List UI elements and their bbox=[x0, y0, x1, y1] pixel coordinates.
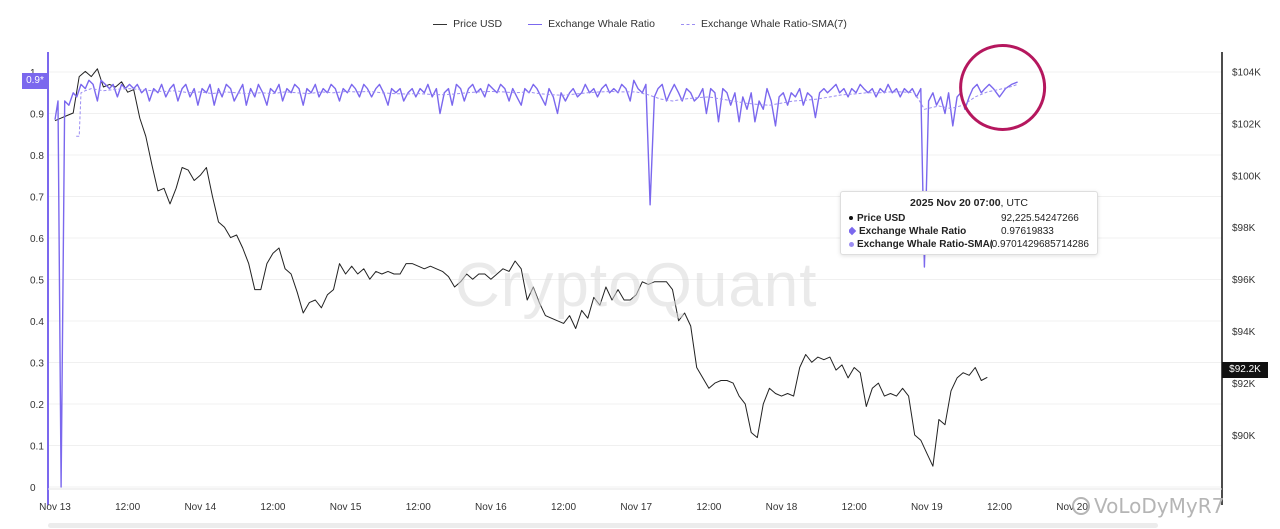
y-left-tick-label: 0 bbox=[30, 483, 36, 494]
tooltip-row-sma: Exchange Whale Ratio-SMA(7) 0.9701429685… bbox=[849, 238, 1089, 251]
x-tick-label: 12:00 bbox=[696, 502, 721, 513]
tooltip: 2025 Nov 20 07:00, UTC Price USD 92,225.… bbox=[840, 191, 1098, 255]
y-right-tick-label: $90K bbox=[1232, 431, 1256, 442]
tooltip-header: 2025 Nov 20 07:00, UTC bbox=[849, 197, 1089, 209]
tooltip-row-name: Exchange Whale Ratio bbox=[859, 226, 967, 237]
x-tick-label: Nov 19 bbox=[911, 502, 943, 513]
legend-swatch-sma bbox=[680, 23, 695, 25]
dot-icon bbox=[849, 241, 854, 247]
legend-swatch-ratio bbox=[528, 23, 543, 25]
at-icon bbox=[1072, 497, 1090, 515]
x-tick-label: 12:00 bbox=[260, 502, 285, 513]
tooltip-row-price: Price USD 92,225.54247266 bbox=[849, 212, 1089, 225]
legend-label-ratio: Exchange Whale Ratio bbox=[548, 18, 655, 30]
x-tick-label: Nov 16 bbox=[475, 502, 507, 513]
x-tick-label: Nov 14 bbox=[184, 502, 216, 513]
axes bbox=[47, 52, 1223, 505]
y-right-tick-label: $102K bbox=[1232, 119, 1261, 130]
tooltip-row-value: 92,225.54247266 bbox=[1001, 213, 1079, 224]
annotation-layer bbox=[959, 43, 1047, 131]
legend: Price USD Exchange Whale Ratio Exchange … bbox=[0, 12, 1280, 36]
highlight-circle bbox=[959, 43, 1047, 131]
x-tick-label: 12:00 bbox=[987, 502, 1012, 513]
gridlines bbox=[48, 71, 1222, 488]
tooltip-row-name: Price USD bbox=[857, 213, 906, 224]
right-axis-price-badge: $92.2K bbox=[1222, 362, 1268, 378]
y-right-tick-label: $100K bbox=[1232, 171, 1261, 182]
legend-item-sma[interactable]: Exchange Whale Ratio-SMA(7) bbox=[680, 12, 847, 36]
x-axis-labels: Nov 13 12:00 Nov 14 12:00 Nov 15 12:00 Nov 16 1… bbox=[39, 502, 1088, 513]
left-axis-value-badge: 0.9* bbox=[22, 73, 48, 89]
tooltip-row-name: Exchange Whale Ratio-SMA(7) bbox=[857, 239, 992, 250]
y-left-tick-label: 0.1 bbox=[30, 442, 44, 453]
y-right-tick-label: $96K bbox=[1232, 275, 1256, 286]
x-tick-label: Nov 15 bbox=[330, 502, 362, 513]
y-left-tick-label: 0.9 bbox=[30, 110, 44, 121]
x-tick-label: Nov 18 bbox=[766, 502, 798, 513]
tooltip-row-value: 0.9701429685714286 bbox=[991, 239, 1089, 250]
x-tick-label: Nov 17 bbox=[620, 502, 652, 513]
tooltip-tz: , UTC bbox=[1000, 197, 1028, 209]
y-right-tick-label: $98K bbox=[1232, 223, 1256, 234]
series-ratio-line bbox=[54, 79, 1018, 488]
diamond-icon bbox=[849, 227, 857, 236]
series-price-line bbox=[54, 68, 988, 467]
tooltip-date: 2025 Nov 20 07:00 bbox=[910, 197, 1001, 209]
legend-item-price[interactable]: Price USD bbox=[433, 12, 502, 36]
legend-item-ratio[interactable]: Exchange Whale Ratio bbox=[528, 12, 655, 36]
legend-label-price: Price USD bbox=[453, 18, 503, 30]
author-watermark: VoLoDyMyR7 bbox=[1072, 494, 1224, 518]
y-axis-left-labels: 00.10.20.30.40.50.60.70.80.91 bbox=[30, 68, 44, 494]
watermark: CryptoQuant bbox=[455, 251, 818, 320]
y-right-tick-label: $104K bbox=[1232, 67, 1261, 78]
x-tick-label: 12:00 bbox=[842, 502, 867, 513]
y-left-tick-label: 0.7 bbox=[30, 193, 44, 204]
y-right-tick-label: $94K bbox=[1232, 327, 1256, 338]
x-tick-label: 12:00 bbox=[551, 502, 576, 513]
x-tick-label: Nov 13 bbox=[39, 502, 71, 513]
tooltip-row-ratio: Exchange Whale Ratio 0.97619833 bbox=[849, 225, 1089, 238]
series-sma-line bbox=[76, 83, 1018, 137]
x-tick-label: 12:00 bbox=[115, 502, 140, 513]
y-right-tick-label: $92K bbox=[1232, 379, 1256, 390]
y-left-tick-label: 0.6 bbox=[30, 234, 44, 245]
y-left-tick-label: 0.3 bbox=[30, 359, 44, 370]
x-tick-label: 12:00 bbox=[406, 502, 431, 513]
author-name: VoLoDyMyR7 bbox=[1094, 494, 1225, 518]
y-left-tick-label: 0.4 bbox=[30, 317, 44, 328]
y-axis-right-labels: $90K $92K $94K $96K $98K $100K $102K $104K bbox=[1232, 67, 1261, 442]
tooltip-row-value: 0.97619833 bbox=[1001, 226, 1054, 237]
legend-swatch-price bbox=[433, 23, 448, 25]
legend-label-sma: Exchange Whale Ratio-SMA(7) bbox=[700, 18, 847, 30]
y-left-tick-label: 0.5 bbox=[30, 276, 44, 287]
series-layer bbox=[54, 68, 1018, 488]
y-left-tick-label: 0.2 bbox=[30, 400, 44, 411]
time-scrollbar[interactable] bbox=[48, 523, 1158, 528]
y-left-tick-label: 0.8 bbox=[30, 151, 44, 162]
dot-icon bbox=[849, 216, 853, 221]
